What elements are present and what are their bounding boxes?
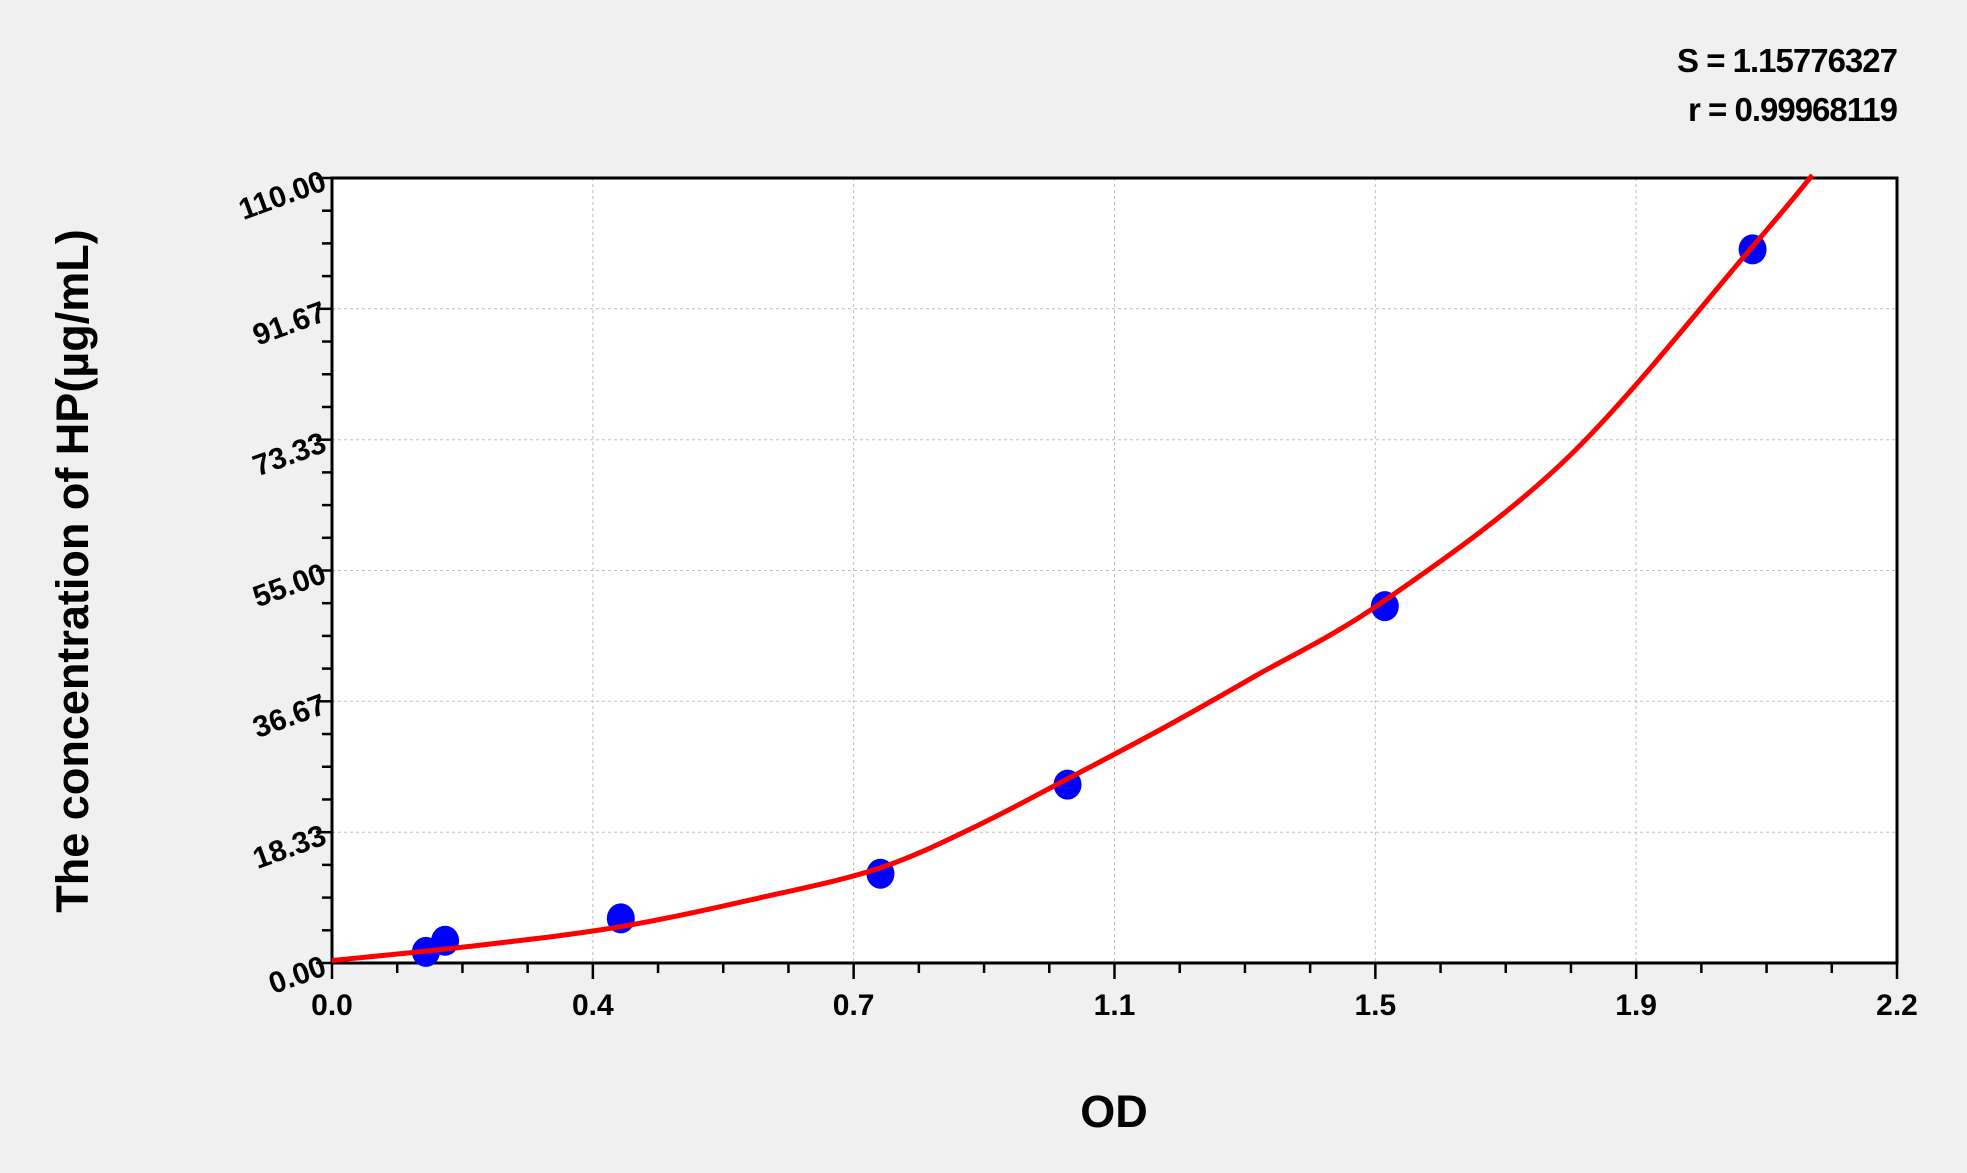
- annotation-s: S = 1.15776327: [1677, 42, 1898, 79]
- x-tick-label: 2.2: [1876, 989, 1918, 1022]
- plot-border: [330, 176, 1899, 965]
- x-tick-label: 1.1: [1094, 989, 1136, 1022]
- y-tick-label: 91.67: [249, 296, 331, 353]
- x-tick-label: 0.0: [311, 989, 353, 1022]
- y-tick-label: 55.00: [249, 557, 331, 614]
- x-tick-label: 0.7: [833, 989, 875, 1022]
- fit-curve: [332, 173, 1815, 963]
- y-tick-label: 73.33: [249, 427, 331, 484]
- x-axis-label: OD: [1080, 1086, 1148, 1137]
- y-axis-label: The concentration of HP(µg/mL): [47, 229, 98, 912]
- x-tick-label: 0.4: [572, 989, 614, 1022]
- x-tick-label: 1.5: [1354, 989, 1396, 1022]
- y-tick-label: 110.00: [235, 165, 331, 227]
- y-tick-label: 18.33: [249, 819, 331, 876]
- data-point: [1370, 591, 1399, 622]
- annotation-r: r = 0.99968119: [1688, 91, 1898, 128]
- x-tick-label: 1.9: [1615, 989, 1657, 1022]
- y-tick-label: 36.67: [249, 688, 331, 745]
